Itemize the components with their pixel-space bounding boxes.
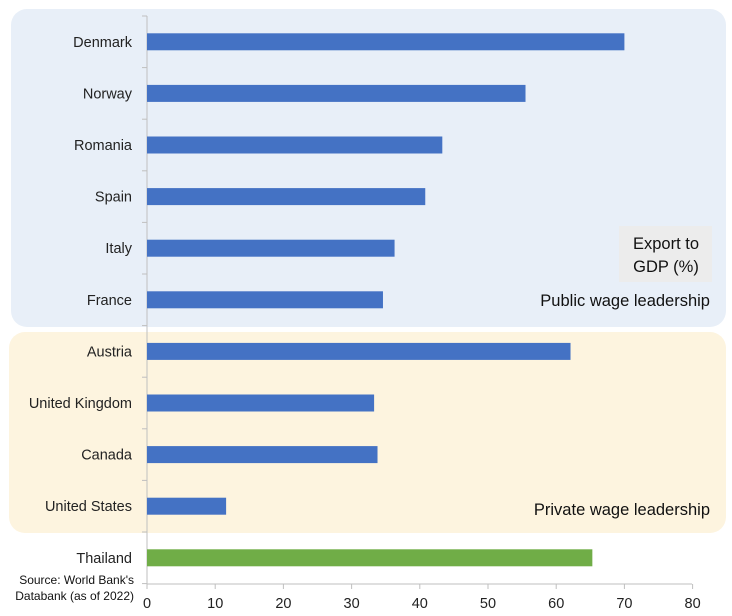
measure-label-line1: Export to [633, 235, 699, 253]
x-tick-label: 50 [480, 596, 496, 612]
category-label-spain: Spain [95, 190, 132, 206]
bar-norway [147, 84, 526, 102]
category-labels-group: Denmark Norway Romania Spain Italy France Aust… [29, 35, 133, 567]
bars-group [147, 33, 625, 567]
bar-france [147, 291, 383, 309]
category-label-canada: Canada [81, 448, 133, 464]
bar-united-states [147, 497, 227, 515]
category-label-united-states: United States [45, 499, 132, 515]
bar-canada [147, 446, 378, 464]
category-label-italy: Italy [105, 241, 132, 257]
source-note-line1: Source: World Bank's [19, 573, 134, 587]
bar-romania [147, 136, 443, 154]
bar-spain [147, 188, 426, 206]
measure-label-line2: GDP (%) [633, 258, 699, 276]
category-label-romania: Romania [74, 138, 133, 154]
x-tick-label: 80 [685, 596, 701, 612]
bar-italy [147, 239, 395, 257]
source-note-line2: Databank (as of 2022) [15, 589, 134, 603]
private-group-panel [9, 332, 726, 533]
x-tick-label: 40 [412, 596, 428, 612]
bar-united-kingdom [147, 394, 375, 412]
x-tick-label: 60 [548, 596, 564, 612]
x-tick-label: 70 [616, 596, 632, 612]
y-ticks-group [142, 15, 147, 585]
private-group-label: Private wage leadership [534, 501, 710, 519]
x-tick-label: 10 [207, 596, 223, 612]
category-label-united-kingdom: United Kingdom [29, 396, 132, 412]
public-group-label: Public wage leadership [540, 292, 710, 310]
category-label-thailand: Thailand [76, 551, 132, 567]
bar-austria [147, 342, 571, 360]
category-label-norway: Norway [83, 86, 133, 102]
bar-thailand [147, 549, 593, 567]
bar-denmark [147, 33, 625, 51]
x-tick-label: 20 [275, 596, 291, 612]
x-tick-label: 30 [344, 596, 360, 612]
public-group-panel [11, 9, 726, 327]
x-ticks-group: 0 10 20 30 40 50 60 70 80 [143, 584, 701, 612]
measure-label-box [619, 226, 712, 282]
x-tick-label: 0 [143, 596, 151, 612]
category-label-austria: Austria [87, 344, 133, 360]
category-label-denmark: Denmark [73, 35, 133, 51]
category-label-france: France [87, 293, 132, 309]
